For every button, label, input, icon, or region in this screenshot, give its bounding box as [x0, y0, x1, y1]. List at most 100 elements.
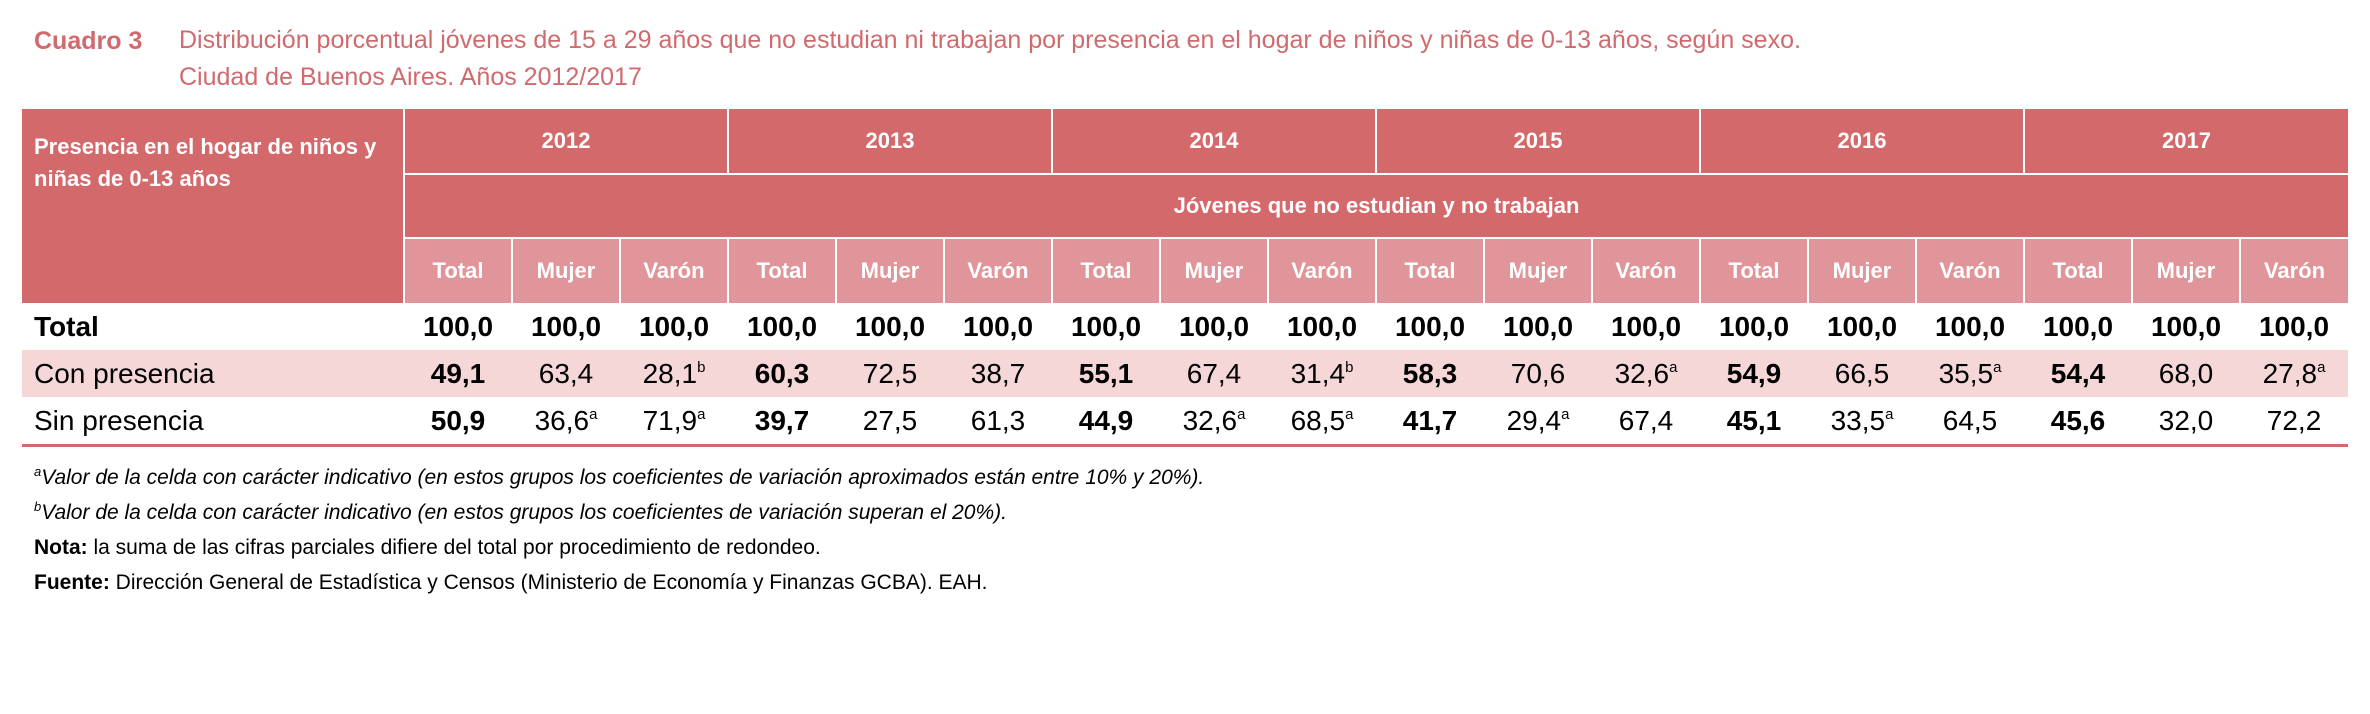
table-cell: 39,7 — [728, 397, 836, 447]
table-cell: 66,5 — [1808, 350, 1916, 397]
table-cell: 100,0 — [1484, 303, 1592, 350]
table-cell: 35,5a — [1916, 350, 2024, 397]
cell-value: 100,0 — [1934, 310, 2006, 342]
cell-value: 100,0 — [1070, 310, 1142, 342]
cell-footnote-mark: a — [1561, 405, 1570, 423]
cell-value: 72,5 — [862, 357, 918, 389]
table-cell: 100,0 — [1268, 303, 1376, 350]
table-cell: 31,4b — [1268, 350, 1376, 397]
column-header: Total — [1375, 238, 1484, 303]
table-cell: 67,4 — [1160, 350, 1268, 397]
table-cell: 72,5 — [836, 350, 944, 397]
table-cell: 67,4 — [1592, 397, 1700, 447]
note-text: la suma de las cifras parciales difiere … — [87, 536, 821, 559]
column-header: Varón — [2238, 238, 2349, 303]
cell-value: 39,7 — [754, 404, 810, 436]
table-cell: 100,0 — [1592, 303, 1700, 350]
cell-value: 66,5 — [1834, 357, 1890, 389]
source-label: Fuente: — [34, 571, 110, 594]
column-header: Mujer — [1483, 238, 1592, 303]
table-cell: 100,0 — [728, 303, 836, 350]
table-cell: 27,8a — [2240, 350, 2349, 397]
table-cell: 29,4a — [1484, 397, 1592, 447]
table-cell: 63,4 — [512, 350, 620, 397]
cell-value: 68,0 — [2158, 357, 2214, 389]
cell-value: 64,5 — [1942, 404, 1998, 436]
cell-value: 100,0 — [854, 310, 926, 342]
table-cell: 44,9 — [1052, 397, 1160, 447]
cell-value: 100,0 — [1286, 310, 1358, 342]
column-header: Mujer — [835, 238, 944, 303]
cell-value: 45,6 — [2050, 404, 2106, 436]
cell-value: 54,4 — [2050, 357, 2106, 389]
table-cell: 32,6a — [1160, 397, 1268, 447]
column-header: Mujer — [1159, 238, 1268, 303]
table-cell: 50,9 — [404, 397, 512, 447]
row-label: Con presencia — [22, 350, 404, 397]
table-cell: 45,6 — [2024, 397, 2132, 447]
cell-value: 61,3 — [970, 404, 1026, 436]
table-subtitle: Jóvenes que no estudian y no trabajan — [402, 174, 2349, 239]
table-row: Con presencia 49,1 63,4 28,1b 60,3 72,5 38,7 55… — [22, 350, 2349, 397]
table-cell: 68,5a — [1268, 397, 1376, 447]
table-cell: 100,0 — [512, 303, 620, 350]
table-cell: 70,6 — [1484, 350, 1592, 397]
cell-value: 55,1 — [1078, 357, 1134, 389]
cell-footnote-mark: a — [697, 405, 706, 423]
table-cell: 72,2 — [2240, 397, 2349, 447]
cell-value: 100,0 — [2042, 310, 2114, 342]
year-header: 2013 — [727, 109, 1052, 175]
cell-value: 27,5 — [862, 404, 918, 436]
data-table: Presencia en el hogar de niños y niñas d… — [22, 109, 2349, 447]
cell-value: 45,1 — [1726, 404, 1782, 436]
column-header: Mujer — [2131, 238, 2240, 303]
column-header: Varón — [619, 238, 728, 303]
column-header: Varón — [1915, 238, 2024, 303]
table-number: Cuadro 3 — [34, 27, 143, 55]
cell-value: 54,9 — [1726, 357, 1782, 389]
table-cell: 71,9a — [620, 397, 728, 447]
cell-footnote-mark: a — [1885, 405, 1894, 423]
cell-value: 31,4 — [1290, 357, 1346, 389]
table-cell: 100,0 — [1052, 303, 1160, 350]
footnote-b: bValor de la celda con carácter indicati… — [34, 495, 1204, 530]
year-header: 2015 — [1375, 109, 1700, 175]
cell-value: 100,0 — [1826, 310, 1898, 342]
caption-line-1: Distribución porcentual jóvenes de 15 a … — [179, 26, 1801, 54]
table-cell: 61,3 — [944, 397, 1052, 447]
cell-value: 38,7 — [970, 357, 1026, 389]
cell-footnote-mark: a — [1669, 358, 1678, 376]
year-header: 2012 — [403, 109, 728, 175]
cell-value: 100,0 — [962, 310, 1034, 342]
table-cell: 54,4 — [2024, 350, 2132, 397]
table-cell: 32,0 — [2132, 397, 2240, 447]
cell-value: 28,1 — [642, 357, 698, 389]
cell-footnote-mark: a — [2317, 358, 2326, 376]
table-cell: 54,9 — [1700, 350, 1808, 397]
year-header: 2016 — [1699, 109, 2024, 175]
cell-value: 100,0 — [1718, 310, 1790, 342]
table-row: Sin presencia 50,9 36,6a 71,9a 39,7 27,5 61,3 4… — [22, 397, 2349, 447]
column-header: Total — [1699, 238, 1808, 303]
cell-value: 58,3 — [1402, 357, 1458, 389]
caption-line-2: Ciudad de Buenos Aires. Años 2012/2017 — [179, 63, 642, 91]
table-cell: 64,5 — [1916, 397, 2024, 447]
cell-value: 41,7 — [1402, 404, 1458, 436]
cell-value: 68,5 — [1290, 404, 1346, 436]
cell-value: 100,0 — [422, 310, 494, 342]
cell-value: 27,8 — [2262, 357, 2318, 389]
cell-footnote-mark: a — [1993, 358, 2002, 376]
year-header: 2017 — [2022, 109, 2349, 175]
cell-value: 100,0 — [1610, 310, 1682, 342]
table-cell: 100,0 — [2024, 303, 2132, 350]
cell-value: 100,0 — [2150, 310, 2222, 342]
table-cell: 100,0 — [404, 303, 512, 350]
table-cell: 100,0 — [1376, 303, 1484, 350]
cell-value: 100,0 — [1502, 310, 1574, 342]
column-header: Varón — [1267, 238, 1376, 303]
cell-value: 71,9 — [642, 404, 698, 436]
table-cell: 100,0 — [1160, 303, 1268, 350]
year-header-row: Presencia en el hogar de niños y niñas d… — [22, 109, 2349, 303]
cell-footnote-mark: a — [1237, 405, 1246, 423]
